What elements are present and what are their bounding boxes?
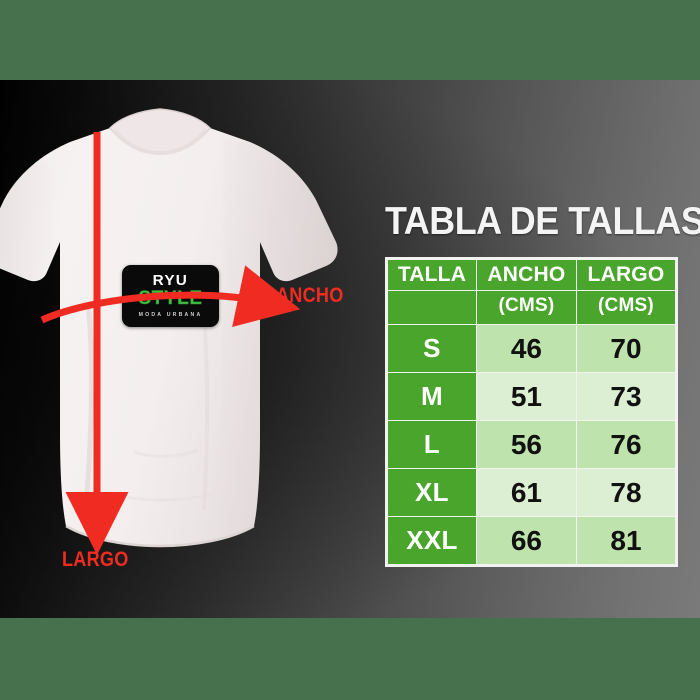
- col-header-ancho: ANCHO: [475, 258, 577, 291]
- logo-line-ryu: RYU: [152, 272, 189, 290]
- letterbox-top: [0, 0, 700, 80]
- cell-largo: 81: [575, 516, 678, 566]
- table-row: L 56 76: [386, 420, 678, 469]
- table-row: XL 61 78: [386, 468, 678, 517]
- table-row: S 46 70: [386, 324, 678, 373]
- cell-largo: 73: [575, 372, 678, 421]
- table-row: XXL 66 81: [386, 516, 678, 566]
- largo-label: LARGO: [62, 548, 129, 571]
- cell-largo: 76: [575, 420, 678, 469]
- cell-ancho: 61: [475, 468, 577, 517]
- size-table-head: TALLA ANCHO LARGO (CMS) (CMS): [386, 258, 678, 325]
- size-table: TALLA ANCHO LARGO (CMS) (CMS) S 46 70: [385, 257, 678, 567]
- cell-ancho: 66: [475, 516, 577, 566]
- unit-blank: [386, 290, 477, 325]
- col-header-talla: TALLA: [386, 258, 477, 291]
- size-table-body: S 46 70 M 51 73 L 56 76 XL: [386, 324, 678, 566]
- logo-line-style: STYLE: [138, 288, 203, 310]
- cell-ancho: 51: [475, 372, 577, 421]
- ancho-label: ANCHO: [276, 284, 344, 307]
- size-chart-panel: TABLA DE TALLAS TALLA ANCHO LARGO (CMS) …: [385, 200, 700, 567]
- cell-size: M: [386, 372, 477, 421]
- header-row: TALLA ANCHO LARGO: [386, 258, 678, 291]
- cell-size: XXL: [386, 516, 477, 566]
- cell-largo: 70: [575, 324, 678, 373]
- unit-row: (CMS) (CMS): [386, 290, 678, 325]
- page-title: TABLA DE TALLAS: [385, 200, 700, 243]
- table-row: M 51 73: [386, 372, 678, 421]
- tshirt-illustration: [0, 102, 352, 602]
- logo-line-tagline: MODA URBANA: [138, 312, 203, 319]
- unit-ancho-cms: (CMS): [475, 290, 577, 325]
- cell-largo: 78: [575, 468, 678, 517]
- cell-ancho: 46: [475, 324, 577, 373]
- unit-largo-cms: (CMS): [575, 290, 678, 325]
- cell-size: S: [386, 324, 477, 373]
- letterbox-bottom: [0, 618, 700, 700]
- brand-logo-patch: RYU STYLE MODA URBANA: [122, 265, 219, 327]
- product-photo-backdrop: RYU STYLE MODA URBANA ANCHO LARGO TABLA …: [0, 80, 700, 618]
- cell-size: XL: [386, 468, 477, 517]
- cell-ancho: 56: [475, 420, 577, 469]
- col-header-largo: LARGO: [575, 258, 678, 291]
- cell-size: L: [386, 420, 477, 469]
